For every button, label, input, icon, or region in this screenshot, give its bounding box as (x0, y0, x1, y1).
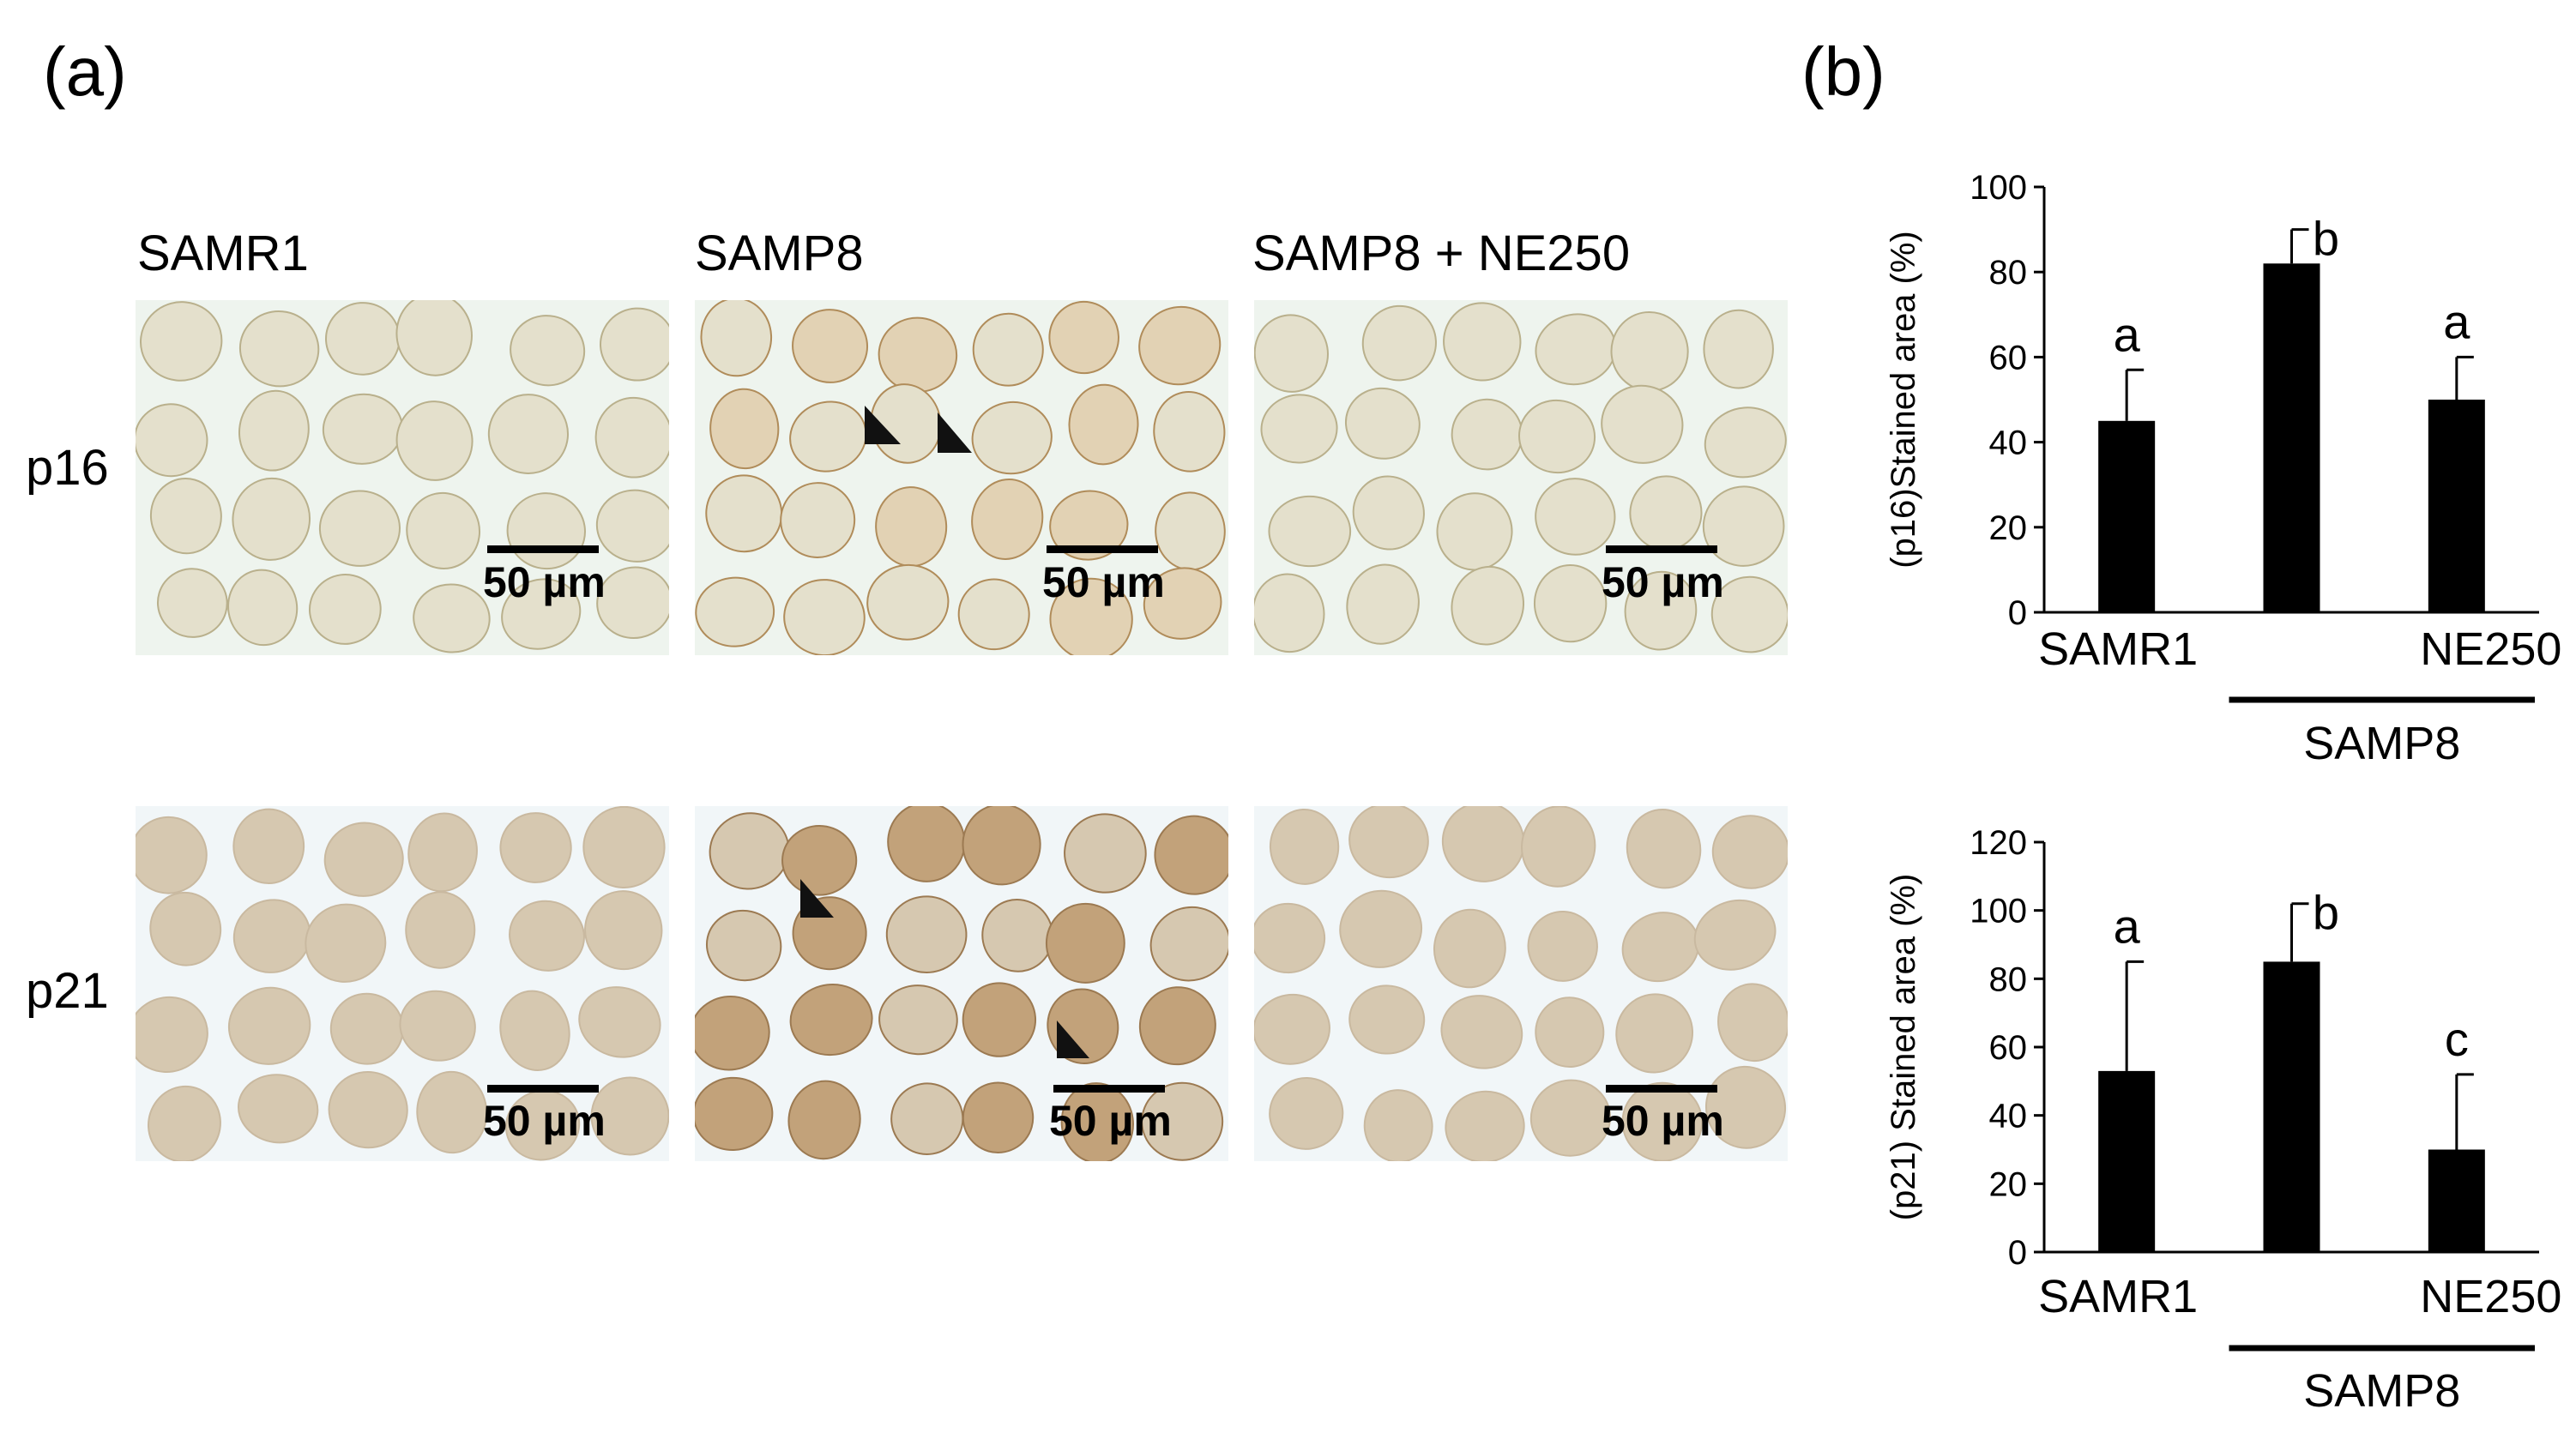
column-label-samp8: SAMP8 (695, 226, 864, 281)
micrograph-p21-samr1 (136, 806, 669, 1161)
column-label-samr1: SAMR1 (137, 226, 309, 281)
scale-bar (487, 545, 599, 553)
bar-chart-1: 0 20 40 60 80 100 (p16)Stained area (%) a SAMR1 b… (1885, 169, 2561, 769)
y-axis-label: (p21) Stained area (%) (1885, 874, 1922, 1221)
arrowhead-icon (800, 879, 834, 918)
micrograph-p21-samp8 (695, 806, 1228, 1161)
scale-bar-label: 50 µm (483, 1097, 606, 1145)
y-tick-label: 20 (1989, 1165, 2028, 1203)
x-tick-label: NE250 (2420, 623, 2561, 675)
y-tick-label: 80 (1989, 254, 2028, 292)
micrograph-p16-samp8 (695, 300, 1228, 655)
significance-letter: c (2445, 1012, 2469, 1066)
scale-bar-label: 50 µm (1602, 558, 1724, 606)
tissue-texture (136, 300, 669, 655)
significance-letter: b (2313, 212, 2339, 266)
y-tick-label: 20 (1989, 509, 2028, 547)
scale-bar (1606, 545, 1717, 553)
y-tick-label: 80 (1989, 960, 2028, 998)
y-tick-label: 40 (1989, 1098, 2028, 1135)
y-tick-label: 60 (1989, 339, 2028, 376)
row-label-p16: p16 (26, 440, 109, 496)
significance-letter: a (2114, 307, 2141, 361)
tissue-texture (695, 300, 1228, 655)
y-tick-label: 0 (2008, 594, 2027, 632)
tissue-texture (695, 806, 1228, 1161)
tissue-texture (1254, 300, 1788, 655)
y-tick-label: 100 (1970, 893, 2027, 930)
panel-label-b: (b) (1801, 33, 1885, 110)
row-label-p21: p21 (26, 963, 109, 1019)
column-label-samp8-ne250: SAMP8 + NE250 (1252, 226, 1631, 281)
tissue-texture (1254, 806, 1788, 1161)
x-tick-label: SAMR1 (2038, 623, 2198, 675)
significance-letter: a (2443, 294, 2470, 348)
scale-bar-label: 50 µm (1602, 1097, 1724, 1145)
significance-letter: b (2313, 886, 2339, 940)
tissue-texture (136, 806, 669, 1161)
y-tick-label: 100 (1970, 169, 2027, 207)
scale-bar (1053, 1085, 1165, 1093)
group-label: SAMP8 (2303, 718, 2460, 769)
bar (2428, 1149, 2485, 1252)
panel-label-a: (a) (43, 33, 127, 110)
y-tick-label: 0 (2008, 1234, 2027, 1272)
y-axis-label: (p16)Stained area (%) (1885, 231, 1922, 569)
arrowhead-icon (1057, 1021, 1089, 1058)
group-label: SAMP8 (2303, 1365, 2460, 1417)
significance-letter: a (2114, 899, 2141, 953)
arrowhead-icon (938, 412, 972, 453)
scale-bar (487, 1085, 599, 1093)
y-tick-label: 60 (1989, 1029, 2028, 1067)
scale-bar (1047, 545, 1158, 553)
bar-chart-2: 0 20 40 60 80 100 120 (p21) Stained area (%) a SA… (1885, 824, 2561, 1417)
micrograph-p16-samr1 (136, 300, 669, 655)
x-tick-label: NE250 (2420, 1271, 2561, 1322)
scale-bar-label: 50 µm (483, 558, 606, 606)
bar (2098, 420, 2156, 612)
micrograph-p16-samp8-ne250 (1254, 300, 1788, 655)
y-tick-label: 120 (1970, 824, 2027, 862)
x-tick-label: SAMR1 (2038, 1271, 2198, 1322)
bar (2098, 1070, 2156, 1252)
scale-bar (1606, 1085, 1717, 1093)
bar (2263, 961, 2320, 1252)
y-tick-label: 40 (1989, 424, 2028, 462)
scale-bar-label: 50 µm (1049, 1097, 1172, 1145)
bar (2263, 263, 2320, 612)
scale-bar-label: 50 µm (1042, 558, 1165, 606)
arrowhead-icon (865, 406, 901, 444)
bar (2428, 400, 2485, 612)
micrograph-p21-samp8-ne250 (1254, 806, 1788, 1161)
